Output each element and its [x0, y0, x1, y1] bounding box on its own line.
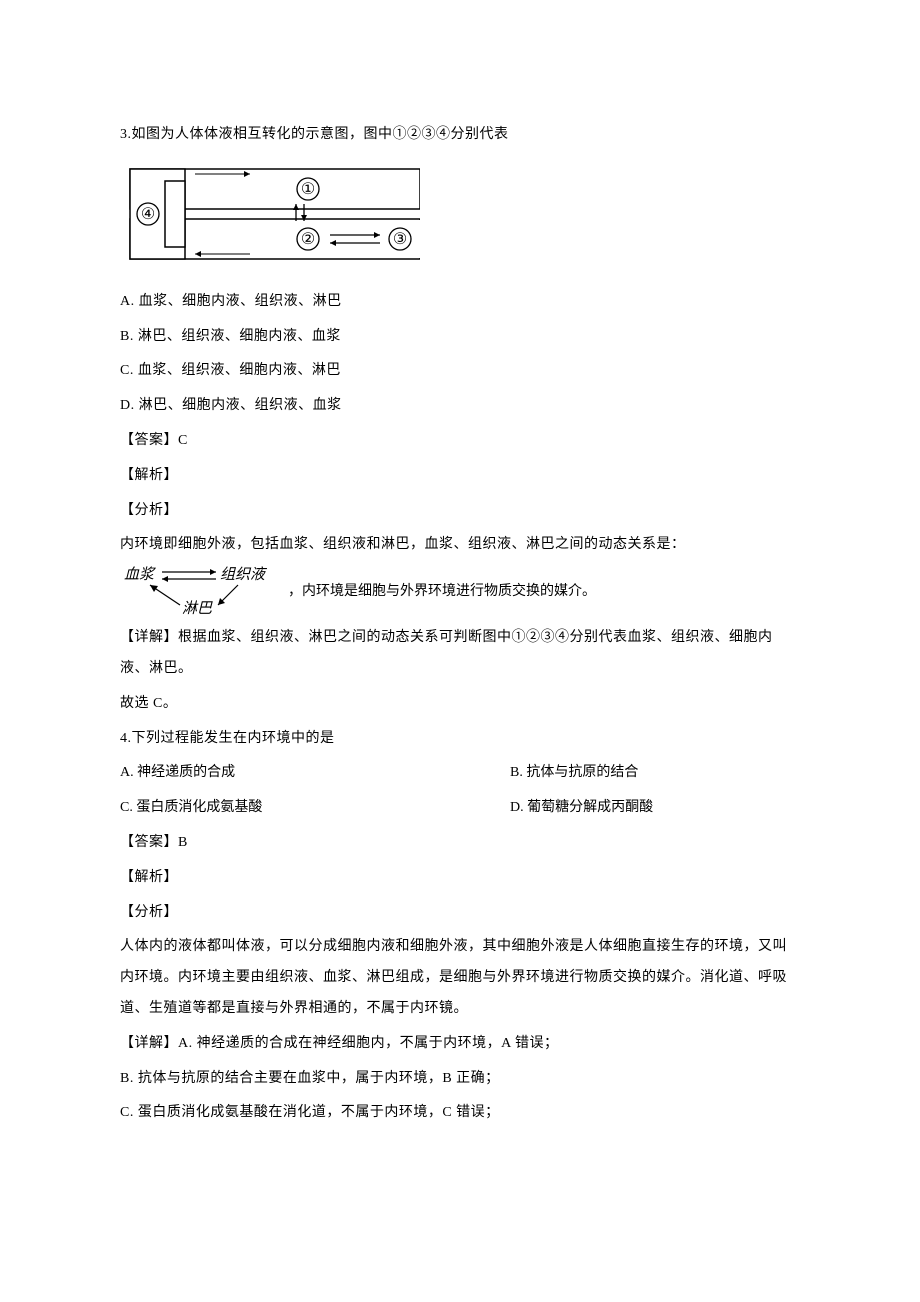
q3-label-one: ① [301, 181, 315, 198]
q3-fenxi: 【分析】 [120, 496, 800, 527]
q3-answer: 【答案】C [120, 426, 800, 457]
q3-option-a: A. 血浆、细胞内液、组织液、淋巴 [120, 287, 800, 318]
q4-fenxi: 【分析】 [120, 898, 800, 929]
q4-option-c: C. 蛋白质消化成氨基酸 [120, 793, 510, 824]
relation-lymph: 淋巴 [182, 600, 213, 617]
q4-option-d: D. 葡萄糖分解成丙酮酸 [510, 793, 653, 824]
q3-jiexi: 【解析】 [120, 461, 800, 492]
q4-row-cd: C. 蛋白质消化成氨基酸 D. 葡萄糖分解成丙酮酸 [120, 793, 800, 824]
q4-detail-a: 【详解】A. 神经递质的合成在神经细胞内，不属于内环境，A 错误； [120, 1029, 800, 1060]
relation-tissue: 组织液 [220, 566, 268, 583]
q4-row-ab: A. 神经递质的合成 B. 抗体与抗原的结合 [120, 758, 800, 789]
q3-analysis: 内环境即细胞外液，包括血浆、组织液和淋巴，血浆、组织液、淋巴之间的动态关系是： [120, 530, 800, 561]
q4-answer: 【答案】B [120, 828, 800, 859]
q3-option-d: D. 淋巴、细胞内液、组织液、血浆 [120, 391, 800, 422]
q3-label-four: ④ [141, 206, 155, 223]
q3-relation-diagram: 血浆 组织液 淋巴 [120, 565, 280, 619]
q3-diagram: ① ② ④ ③ [120, 159, 800, 279]
relation-plasma: 血浆 [124, 566, 156, 583]
q3-relation-tail: ，内环境是细胞与外界环境进行物质交换的媒介。 [288, 577, 596, 608]
q4-detail-b: B. 抗体与抗原的结合主要在血浆中，属于内环境，B 正确； [120, 1064, 800, 1095]
q4-detail-c: C. 蛋白质消化成氨基酸在消化道，不属于内环境，C 错误； [120, 1098, 800, 1129]
q3-conclude: 故选 C。 [120, 689, 800, 720]
q4-jiexi: 【解析】 [120, 863, 800, 894]
q4-analysis1: 人体内的液体都叫体液，可以分成细胞内液和细胞外液，其中细胞外液是人体细胞直接生存… [120, 932, 800, 1024]
q3-label-three: ③ [393, 231, 407, 248]
q3-relation-row: 血浆 组织液 淋巴 ，内环境是细胞与外界环境进行物质交换的媒介。 [120, 565, 800, 619]
q4-option-a: A. 神经递质的合成 [120, 758, 510, 789]
q3-option-b: B. 淋巴、组织液、细胞内液、血浆 [120, 322, 800, 353]
q3-stem: 3.如图为人体体液相互转化的示意图，图中①②③④分别代表 [120, 120, 800, 151]
q4-option-b: B. 抗体与抗原的结合 [510, 758, 638, 789]
q3-detail: 【详解】根据血浆、组织液、淋巴之间的动态关系可判断图中①②③④分别代表血浆、组织… [120, 623, 800, 685]
q3-label-two: ② [301, 231, 315, 248]
q4-stem: 4.下列过程能发生在内环境中的是 [120, 724, 800, 755]
q3-option-c: C. 血浆、组织液、细胞内液、淋巴 [120, 356, 800, 387]
